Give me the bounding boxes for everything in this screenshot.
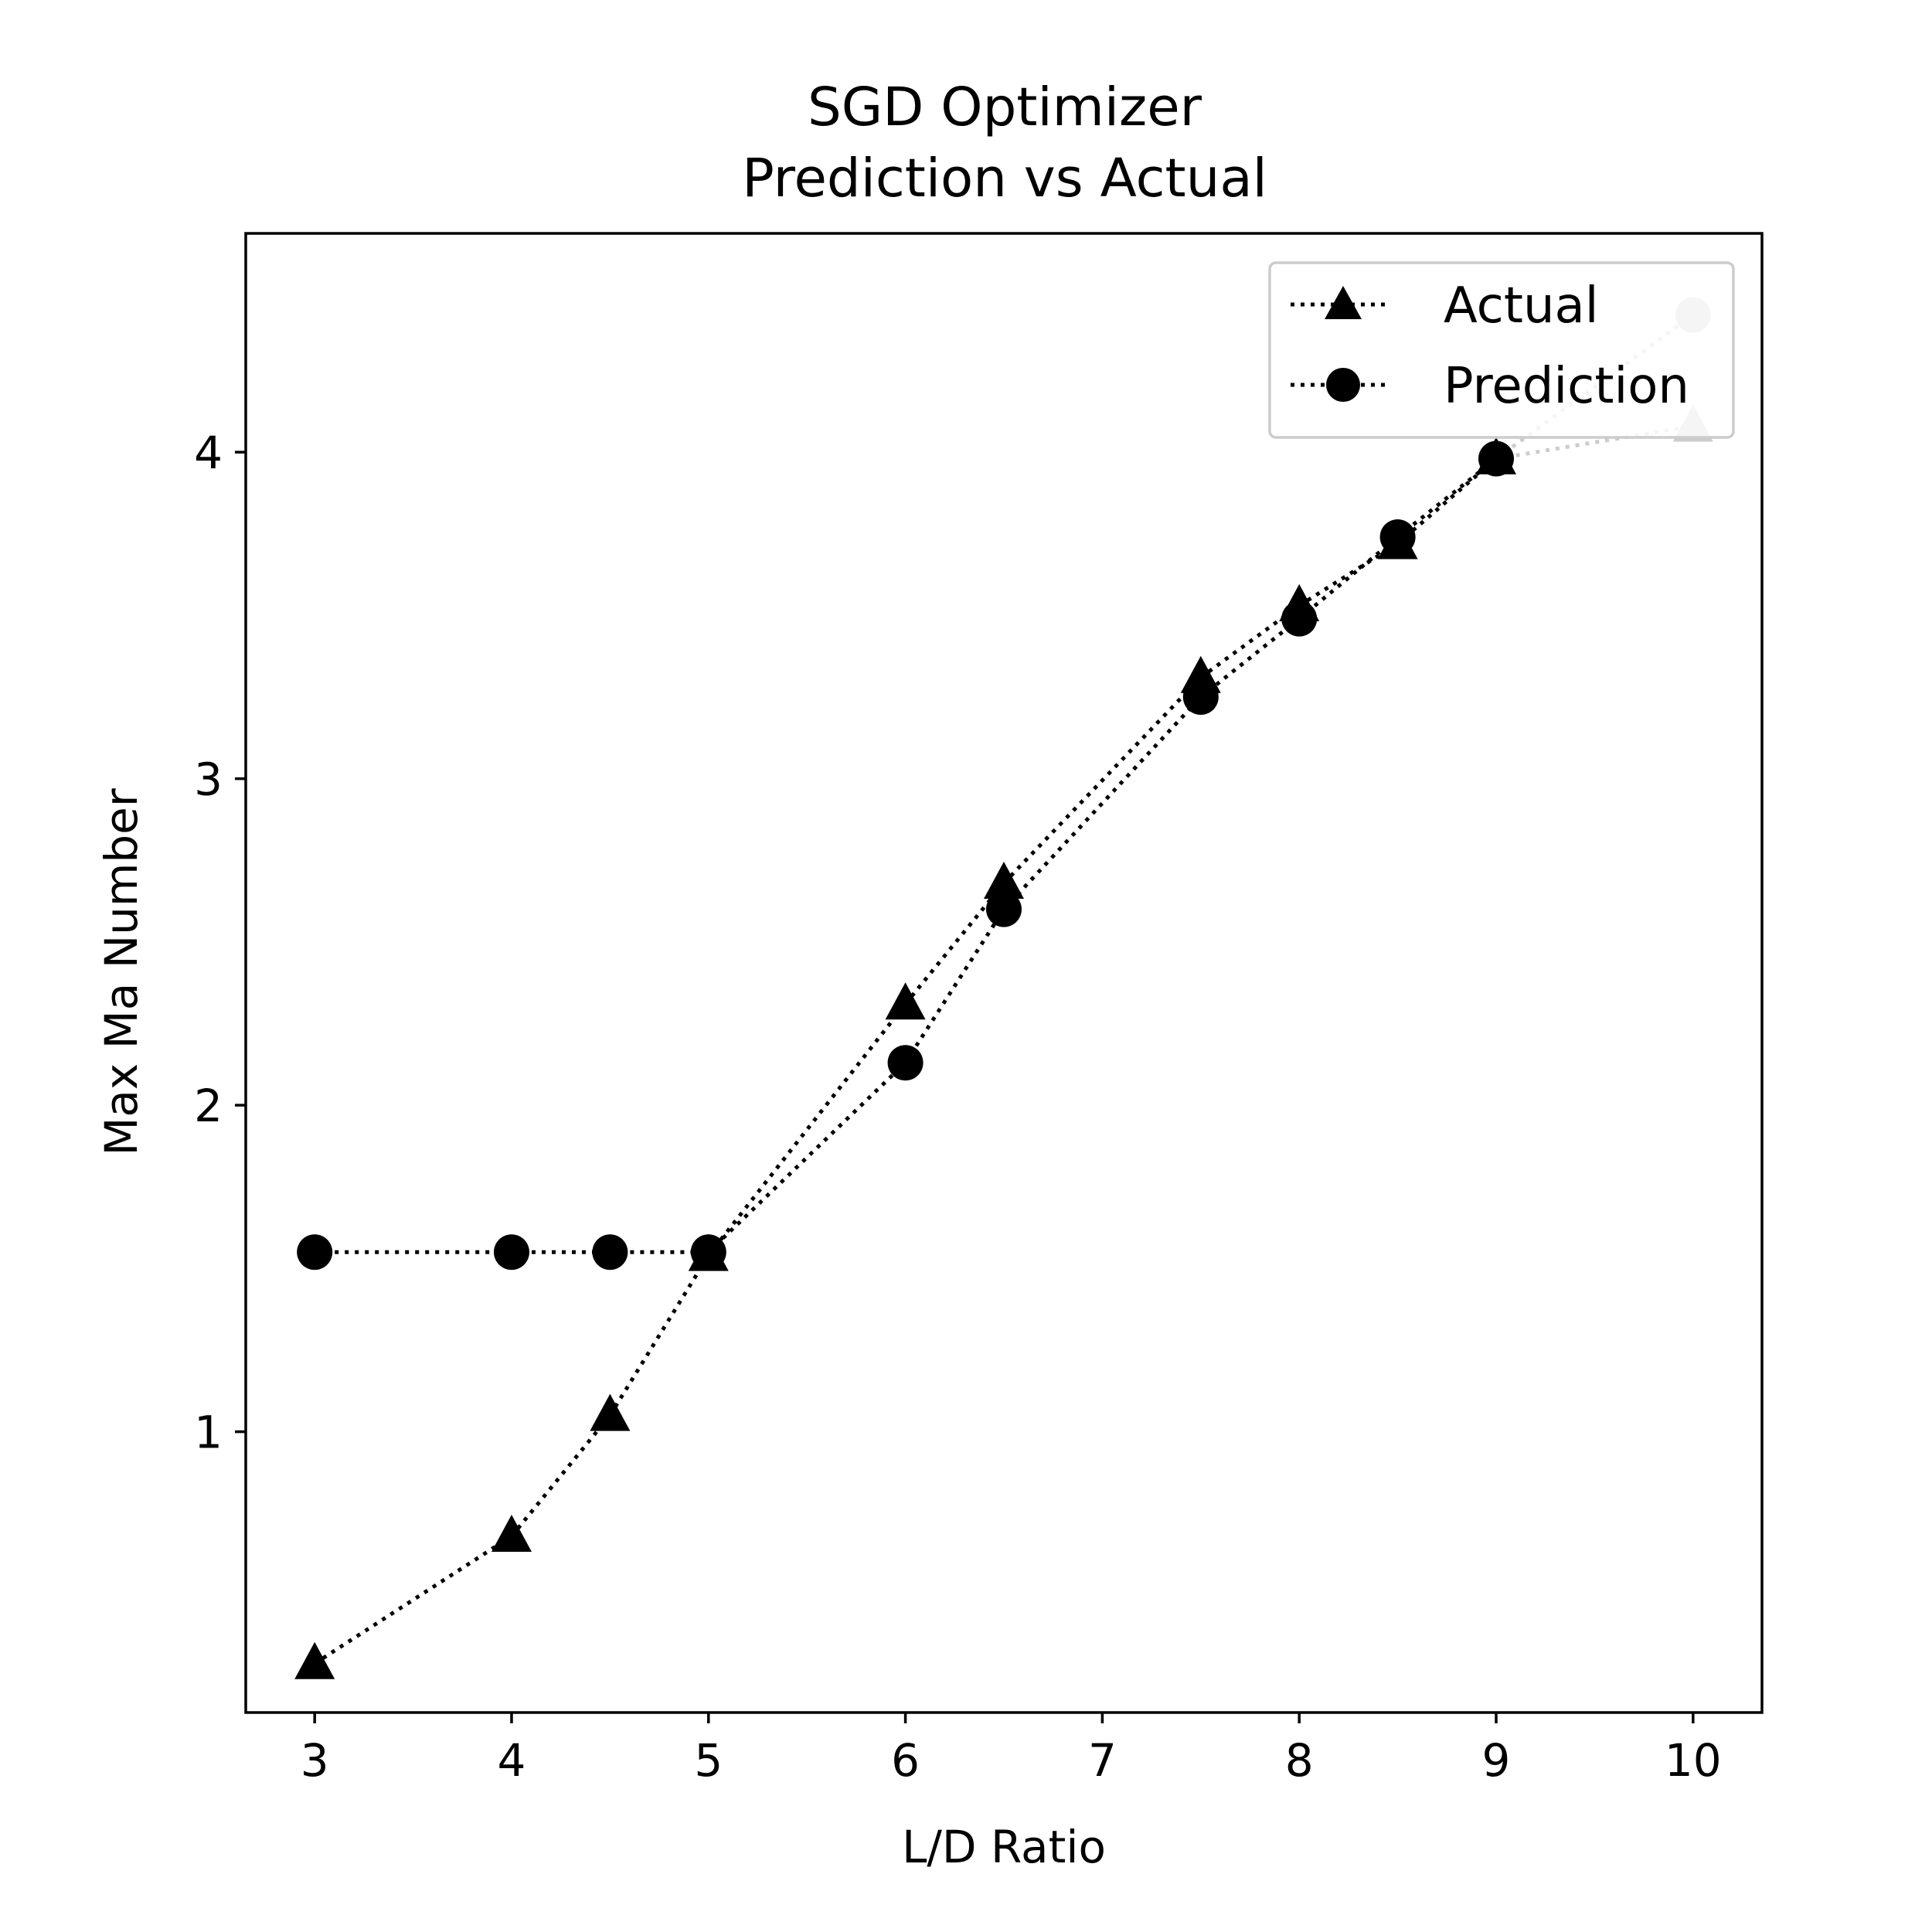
prediction-point: [1281, 600, 1318, 637]
prediction-point: [1478, 440, 1515, 477]
legend: Actual Prediction: [1268, 261, 1735, 439]
prediction-line-segment: [1396, 457, 1498, 539]
prediction-point: [1182, 679, 1219, 715]
legend-actual-triangle-icon: [1325, 286, 1362, 319]
legend-prediction-label: Prediction: [1444, 358, 1689, 415]
x-tick-label: 5: [694, 1734, 723, 1787]
x-tick-label: 7: [1088, 1734, 1117, 1787]
legend-frame: [1268, 261, 1735, 439]
actual-line-segment: [608, 1254, 710, 1417]
actual-line-segment: [1495, 423, 1694, 461]
y-tick-label: 1: [194, 1406, 223, 1459]
prediction-point: [887, 1045, 923, 1081]
actual-point: [491, 1515, 532, 1553]
x-tick-label: 6: [891, 1734, 920, 1787]
x-tick-label: 3: [301, 1734, 329, 1787]
prediction-point: [592, 1234, 628, 1270]
x-tick-label: 10: [1665, 1734, 1722, 1787]
y-tick-label: 3: [194, 753, 223, 806]
prediction-line-segment: [1298, 536, 1400, 621]
x-tick-label: 4: [498, 1734, 526, 1787]
x-axis-label: L/D Ratio: [902, 1821, 1106, 1873]
prediction-point: [1379, 519, 1416, 555]
actual-line-segment: [1396, 457, 1498, 546]
prediction-line-segment: [903, 908, 1006, 1064]
y-axis-label: Max Ma Number: [95, 788, 148, 1156]
prediction-point: [690, 1234, 726, 1270]
actual-line-segment: [1002, 675, 1202, 885]
y-tick-label: 2: [194, 1080, 223, 1132]
ticks-layer: 3 4 5 6 7 8 9 10 1 2 3 4: [194, 427, 1722, 1787]
x-tick-label: 9: [1482, 1734, 1511, 1787]
actual-line-segment: [706, 1002, 907, 1257]
actual-point: [590, 1393, 631, 1431]
actual-point: [984, 861, 1024, 899]
prediction-point: [986, 891, 1022, 927]
prediction-line-segment: [1199, 617, 1301, 699]
chart-subtitle: Prediction vs Actual: [742, 148, 1267, 209]
legend-prediction-circle-icon: [1326, 368, 1360, 402]
prediction-line-segment: [1002, 696, 1202, 911]
actual-point: [294, 1641, 335, 1679]
x-tick-label: 8: [1285, 1734, 1314, 1787]
y-tick-label: 4: [194, 427, 223, 479]
legend-actual-label: Actual: [1444, 277, 1599, 335]
plot-area-frame: [244, 232, 1764, 1714]
prediction-point: [493, 1234, 529, 1270]
chart-title: SGD Optimizer: [808, 77, 1202, 138]
actual-point: [885, 982, 926, 1020]
prediction-point: [297, 1234, 333, 1270]
